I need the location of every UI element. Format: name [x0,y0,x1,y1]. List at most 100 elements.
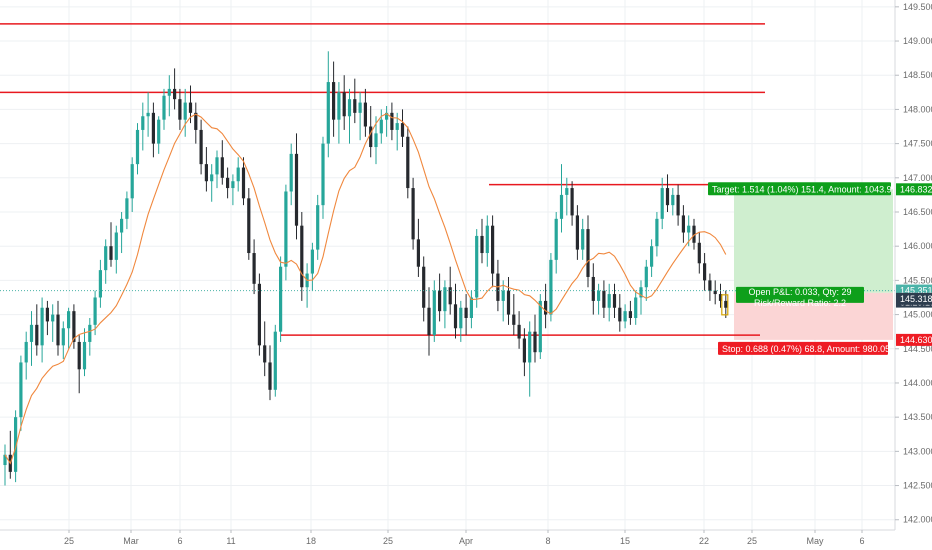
position-zones [734,189,893,340]
candle-body [141,116,145,130]
candle-body [501,290,505,301]
stop-price-badge-box[interactable] [896,333,932,346]
candle-body [316,205,320,250]
candle-body [687,225,691,233]
price-tick-label: 143.500 [903,412,932,422]
time-axis[interactable]: 25 Mar 6 11 18 25 Apr 8 15 22 25 May 6 [0,529,895,546]
candle-body [512,314,516,325]
candle-body [125,198,129,219]
candle-body [400,123,405,137]
candle-body [718,294,723,301]
candle-body [459,307,463,329]
price-tick-label: 147.500 [903,139,932,149]
candle-body [655,218,659,247]
candle-body [114,232,118,260]
support-resistance-levels[interactable] [0,23,765,336]
candle-body [173,88,177,100]
price-tick-label: 144.500 [903,344,932,354]
pnl-label-box[interactable] [736,286,864,303]
stop-price-badge: 144.630 [900,335,932,345]
candle-body [491,225,495,274]
candle-body [612,294,617,308]
entry-marker-box[interactable] [721,294,729,316]
candle-body [268,362,272,390]
candle-body [252,253,256,284]
candle-body [326,82,330,144]
candle-body [597,290,601,301]
candle-body [45,307,49,322]
candle-body [586,229,590,277]
candle-body [607,294,611,308]
candle-body [279,266,283,332]
time-tick-label: 18 [306,536,316,546]
target-price-badge-box[interactable] [896,183,932,196]
candle-body [210,174,214,182]
candle-body [358,102,362,113]
candle-body [634,297,638,318]
candle-body [104,246,108,271]
candle-body [628,311,632,318]
candle-body [188,102,193,113]
target-price-badge: 146.832 [900,184,932,194]
candle-body [98,270,102,298]
candle-body [310,249,314,274]
candle-body [506,290,511,315]
price-tick-label: 144.000 [903,378,932,388]
price-tick-label: 146.500 [903,207,932,217]
candle-body [591,276,595,301]
candle-body [337,92,341,120]
candle-body [24,341,28,363]
candle-body [82,341,87,370]
candle-body [14,417,18,472]
price-axis[interactable]: 142.000 142.500 143.000 143.500 144.000 144.5… [894,0,932,530]
candle-body [157,119,161,144]
candle-body [109,246,113,260]
candle-body [644,266,648,288]
price-tick-label: 149.000 [903,36,932,46]
candle-body [422,266,426,308]
target-label-box[interactable] [708,182,891,196]
candle-body [67,311,71,329]
candle-body [724,300,728,308]
target-label: Target: 1.514 (1.04%) 151.4, Amount: 104… [712,184,897,194]
candle-body [178,99,182,120]
candle-body [665,188,670,206]
time-tick-label: 6 [177,536,182,546]
stop-label-box[interactable] [718,341,888,355]
grid [0,0,895,530]
candle-body [72,311,76,342]
candle-body [374,133,378,148]
entry-marker[interactable] [721,294,729,316]
candle-body [390,112,394,130]
candle-body [565,188,569,195]
candle-body [703,263,707,281]
candle-body [522,338,526,363]
candle-body [559,194,564,219]
candle-body [231,181,235,189]
candle-body [453,304,458,329]
candle-body [257,283,261,346]
candle-body [480,235,484,254]
candle-body [533,331,537,353]
candle-body [204,164,208,182]
candle-body [379,119,383,134]
entry-price-badge-box[interactable] [896,292,932,305]
candle-body [226,177,230,189]
time-tick-label: May [806,536,824,546]
candle-body [528,331,532,363]
candle-body [247,198,251,254]
candle-body [575,215,579,250]
candle-body [708,280,712,291]
candle-body [671,194,675,206]
position-labels[interactable]: Target: 1.514 (1.04%) 151.4, Amount: 104… [708,182,897,355]
risk-reward-label: Risk/Reward Ratio: 2.2 [754,298,846,308]
candle-body [650,246,654,267]
candle-body [416,239,420,267]
price-tick-label: 146.000 [903,241,932,251]
candle-body [353,99,357,113]
candle-body [538,300,542,353]
candle-body [61,328,65,346]
candle-body [692,225,696,243]
